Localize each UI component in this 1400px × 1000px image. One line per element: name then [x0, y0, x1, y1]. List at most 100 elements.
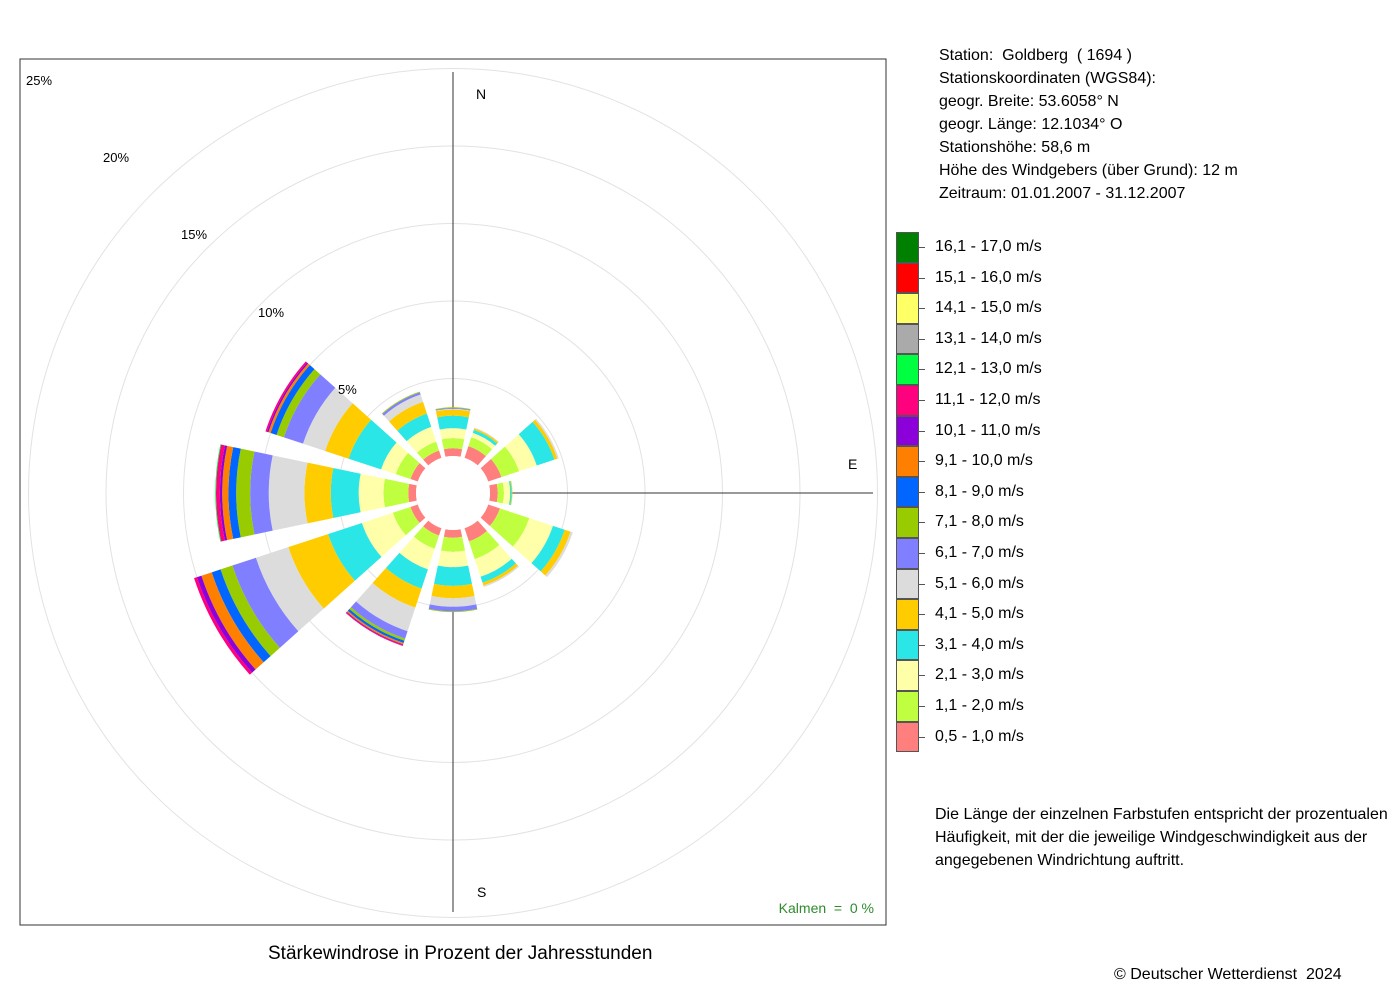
legend-swatch: [896, 721, 919, 753]
petal-270-speed-4: [304, 462, 334, 524]
ring-label-10: 10%: [258, 305, 284, 320]
station-name: Station: Goldberg ( 1694 ): [939, 47, 1132, 64]
petal-240-speed-2: [361, 512, 406, 557]
petal-0-speed-1: [441, 438, 465, 450]
petal-240-speed-8: [211, 569, 271, 663]
legend-swatch: [896, 568, 919, 600]
petal-60-speed-0: [480, 459, 502, 482]
compass-label-south: S: [477, 884, 486, 900]
petal-270-speed-11: [216, 444, 225, 542]
legend-swatch: [896, 629, 919, 661]
petal-210-speed-1: [413, 526, 440, 549]
copyright: © Deutscher Wetterdienst 2024: [1114, 966, 1342, 983]
petal-210-speed-5: [356, 582, 416, 632]
petal-270-speed-6: [250, 451, 273, 535]
legend-label: 5,1 - 6,0 m/s: [935, 574, 1024, 592]
petal-90-speed-2: [502, 481, 511, 505]
petal-330-speed-1: [416, 441, 440, 460]
petal-300-speed-9: [268, 363, 310, 434]
petal-240-speed-5: [255, 547, 324, 632]
petal-330-speed-5: [383, 394, 424, 422]
legend-swatch: [896, 232, 919, 263]
legend-tick: [919, 614, 925, 616]
petal-180-speed-6: [428, 604, 478, 612]
legend-swatch: [896, 446, 919, 477]
petal-300-speed-1: [395, 452, 420, 480]
petal-240-speed-1: [392, 506, 420, 536]
legend-label: 0,5 - 1,0 m/s: [935, 727, 1024, 745]
petal-210-speed-8: [347, 608, 405, 644]
legend-swatch: [896, 507, 919, 538]
petal-210-speed-7: [349, 607, 406, 641]
legend-label: 16,1 - 17,0 m/s: [935, 238, 1042, 255]
petal-0-speed-0: [443, 448, 463, 457]
petal-120-speed-1: [489, 508, 530, 547]
petal-300-speed-2: [381, 442, 409, 475]
petal-300-speed-5: [302, 387, 353, 451]
center-hole: [416, 456, 490, 530]
legend-swatch: [896, 537, 919, 569]
petal-60-speed-3: [518, 421, 555, 466]
petal-300-speed-0: [410, 463, 426, 482]
petal-150-speed-5: [483, 565, 519, 588]
petal-180-speed-5: [429, 595, 477, 607]
petal-90-speed-1: [496, 482, 504, 504]
petal-330-speed-3: [397, 413, 432, 442]
legend-tick: [919, 338, 925, 340]
petal-300-speed-7: [276, 369, 321, 438]
petal-270-speed-5: [268, 455, 308, 531]
petal-60-speed-1: [490, 446, 520, 478]
petal-300-speed-8: [270, 365, 315, 435]
petal-240-speed-6: [232, 557, 299, 648]
legend-tick: [919, 399, 925, 401]
petal-30-speed-3: [472, 429, 498, 446]
petal-0-speed-6: [435, 407, 471, 411]
compass-label-north: N: [476, 86, 486, 102]
legend-tick: [919, 491, 925, 493]
petal-300-speed-4: [325, 403, 372, 459]
petal-120-speed-0: [480, 504, 500, 526]
calms-label: Kalmen = 0 %: [779, 900, 874, 916]
petal-270-speed-2: [358, 473, 385, 513]
petal-330-speed-0: [423, 450, 442, 466]
petal-150-speed-0: [464, 520, 487, 542]
petal-240-speed-11: [194, 577, 253, 675]
petal-180-speed-1: [440, 536, 466, 552]
legend-swatch: [896, 323, 919, 355]
legend-tick: [919, 583, 925, 585]
petal-30-speed-0: [464, 446, 486, 466]
legend-tick: [919, 736, 925, 738]
legend-tick: [919, 705, 925, 707]
petal-330-speed-4: [389, 401, 427, 431]
ring-label-15: 15%: [181, 227, 207, 242]
petal-150-speed-2: [474, 544, 512, 577]
petal-240-speed-0: [410, 504, 426, 523]
ring-label-25: 25%: [26, 73, 52, 88]
legend-label: 3,1 - 4,0 m/s: [935, 635, 1024, 653]
petal-180-speed-4: [431, 583, 475, 599]
legend-swatch: [896, 354, 919, 385]
legend-swatch: [896, 476, 919, 508]
petal-270-speed-7: [236, 448, 255, 538]
petal-120-speed-2: [512, 518, 553, 564]
petal-30-speed-4: [473, 428, 499, 444]
legend-label: 1,1 - 2,0 m/s: [935, 696, 1024, 714]
petal-270-speed-1: [383, 478, 410, 508]
legend-tick: [919, 369, 925, 371]
petal-30-speed-1: [468, 437, 493, 457]
petal-30-speed-5: [474, 427, 499, 443]
petal-330-speed-2: [406, 426, 437, 453]
legend-label: 9,1 - 10,0 m/s: [935, 452, 1033, 470]
latitude: geogr. Breite: 53.6058° N: [939, 93, 1119, 110]
petal-270-speed-12: [215, 444, 222, 542]
petal-300-speed-6: [283, 374, 336, 444]
petal-210-speed-6: [350, 601, 408, 639]
legend-swatch: [896, 384, 919, 416]
petal-270-speed-8: [228, 447, 241, 539]
petal-330-speed-6: [382, 392, 421, 416]
legend-swatch: [896, 415, 919, 447]
petal-150-speed-3: [480, 558, 516, 583]
petal-240-speed-9: [201, 572, 264, 670]
legend-label: 8,1 - 9,0 m/s: [935, 482, 1024, 500]
legend-tick: [919, 430, 925, 432]
